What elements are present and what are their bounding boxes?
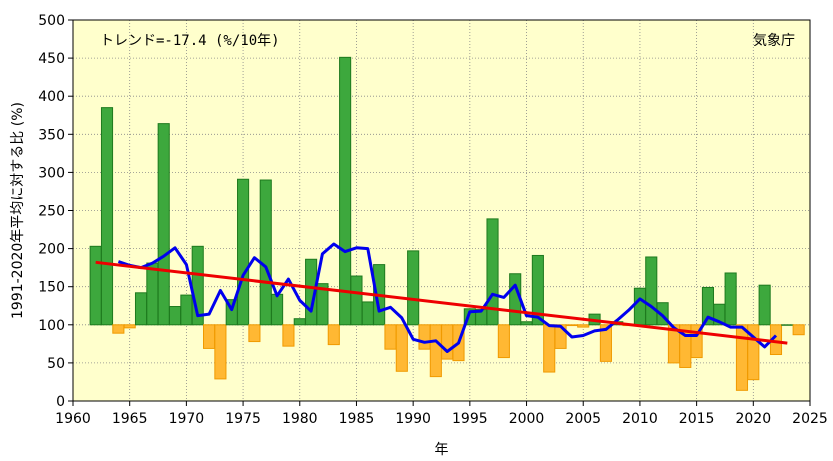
x-tick-label: 1995 xyxy=(452,411,488,427)
y-tick-label: 250 xyxy=(38,204,65,220)
x-tick-label: 1985 xyxy=(339,411,375,427)
bar-2012 xyxy=(656,302,669,326)
bar-1992 xyxy=(429,324,442,378)
bar-1997 xyxy=(486,218,499,326)
bar-2023 xyxy=(781,324,794,326)
bars-group xyxy=(89,56,805,391)
bar-1978 xyxy=(271,293,284,326)
bar-1976 xyxy=(248,324,261,343)
bar-1985 xyxy=(350,275,363,326)
y-axis-title: 1991-2020年平均に対する比 (%) xyxy=(10,102,26,319)
bar-1969 xyxy=(168,306,182,326)
x-tick-label: 1975 xyxy=(225,411,261,427)
bar-1984 xyxy=(339,56,352,326)
bar-2001 xyxy=(531,254,544,326)
x-tick-label: 2025 xyxy=(792,411,828,427)
x-tick-label: 1990 xyxy=(395,411,431,427)
bar-1989 xyxy=(395,324,408,372)
bar-2018 xyxy=(724,272,737,326)
x-tick-label: 2000 xyxy=(509,411,545,427)
y-tick-label: 0 xyxy=(56,394,65,410)
bar-1973 xyxy=(214,324,227,380)
y-tick-label: 200 xyxy=(38,242,65,258)
bar-1982 xyxy=(316,283,329,326)
bar-1979 xyxy=(282,324,295,347)
moving-average-line xyxy=(117,242,778,353)
bar-2007 xyxy=(599,324,612,362)
bar-1986 xyxy=(361,301,374,326)
x-axis-title: 年 xyxy=(435,442,449,458)
bar-1970 xyxy=(180,294,193,326)
source-label: 気象庁 xyxy=(753,33,795,49)
bar-2002 xyxy=(543,324,556,373)
bar-1966 xyxy=(134,292,148,326)
y-tick-label: 100 xyxy=(38,318,65,334)
x-tick-label: 2015 xyxy=(679,411,715,427)
trend-group xyxy=(95,260,788,345)
bar-1964 xyxy=(112,324,125,334)
bar-1988 xyxy=(384,324,397,350)
y-tick-label: 150 xyxy=(38,280,65,296)
bar-1983 xyxy=(327,324,340,346)
x-tick-label: 2005 xyxy=(565,411,601,427)
x-tick-label: 2020 xyxy=(735,411,771,427)
bar-1993 xyxy=(441,324,454,360)
bar-2010 xyxy=(633,287,646,326)
bar-2011 xyxy=(645,256,658,326)
bar-1975 xyxy=(237,178,250,326)
x-axis-ticks: 1960 1965 1970 1975 1980 1985 1990 1995 2000 2005… xyxy=(55,401,828,427)
bar-1972 xyxy=(203,324,216,349)
y-axis-ticks: 0 50 100 150 200 250 300 350 400 450 500 xyxy=(38,13,73,410)
bar-2015 xyxy=(690,324,703,359)
y-tick-label: 300 xyxy=(38,165,65,181)
bar-2021 xyxy=(758,284,771,326)
bar-2004 xyxy=(565,324,578,327)
trend-line xyxy=(95,260,788,345)
bar-2005 xyxy=(577,324,590,328)
x-tick-label: 2010 xyxy=(622,411,658,427)
bar-1980 xyxy=(293,318,306,326)
bar-2000 xyxy=(520,321,533,326)
bar-1977 xyxy=(259,179,272,326)
bar-2020 xyxy=(747,324,760,381)
y-tick-label: 50 xyxy=(47,356,65,372)
bar-1962 xyxy=(89,245,102,326)
x-tick-label: 1970 xyxy=(169,411,205,427)
moving-average-group xyxy=(117,242,778,353)
y-tick-label: 350 xyxy=(38,127,65,143)
x-tick-label: 1965 xyxy=(112,411,148,427)
x-tick-label: 1980 xyxy=(282,411,318,427)
x-tick-label: 1960 xyxy=(55,411,91,427)
y-tick-label: 500 xyxy=(38,13,65,29)
bar-1963 xyxy=(100,107,114,326)
trend-annotation: トレンド=-17.4 (%/10年) xyxy=(100,33,280,49)
bar-1998 xyxy=(497,324,510,359)
bar-1991 xyxy=(418,324,431,350)
bar-1968 xyxy=(157,123,170,326)
bar-2019 xyxy=(735,324,749,391)
y-tick-label: 400 xyxy=(38,89,65,105)
bar-1967 xyxy=(146,262,159,326)
bar-1990 xyxy=(407,250,420,326)
bar-2024 xyxy=(792,324,805,336)
bar-1965 xyxy=(123,324,136,329)
y-tick-label: 450 xyxy=(38,51,65,67)
